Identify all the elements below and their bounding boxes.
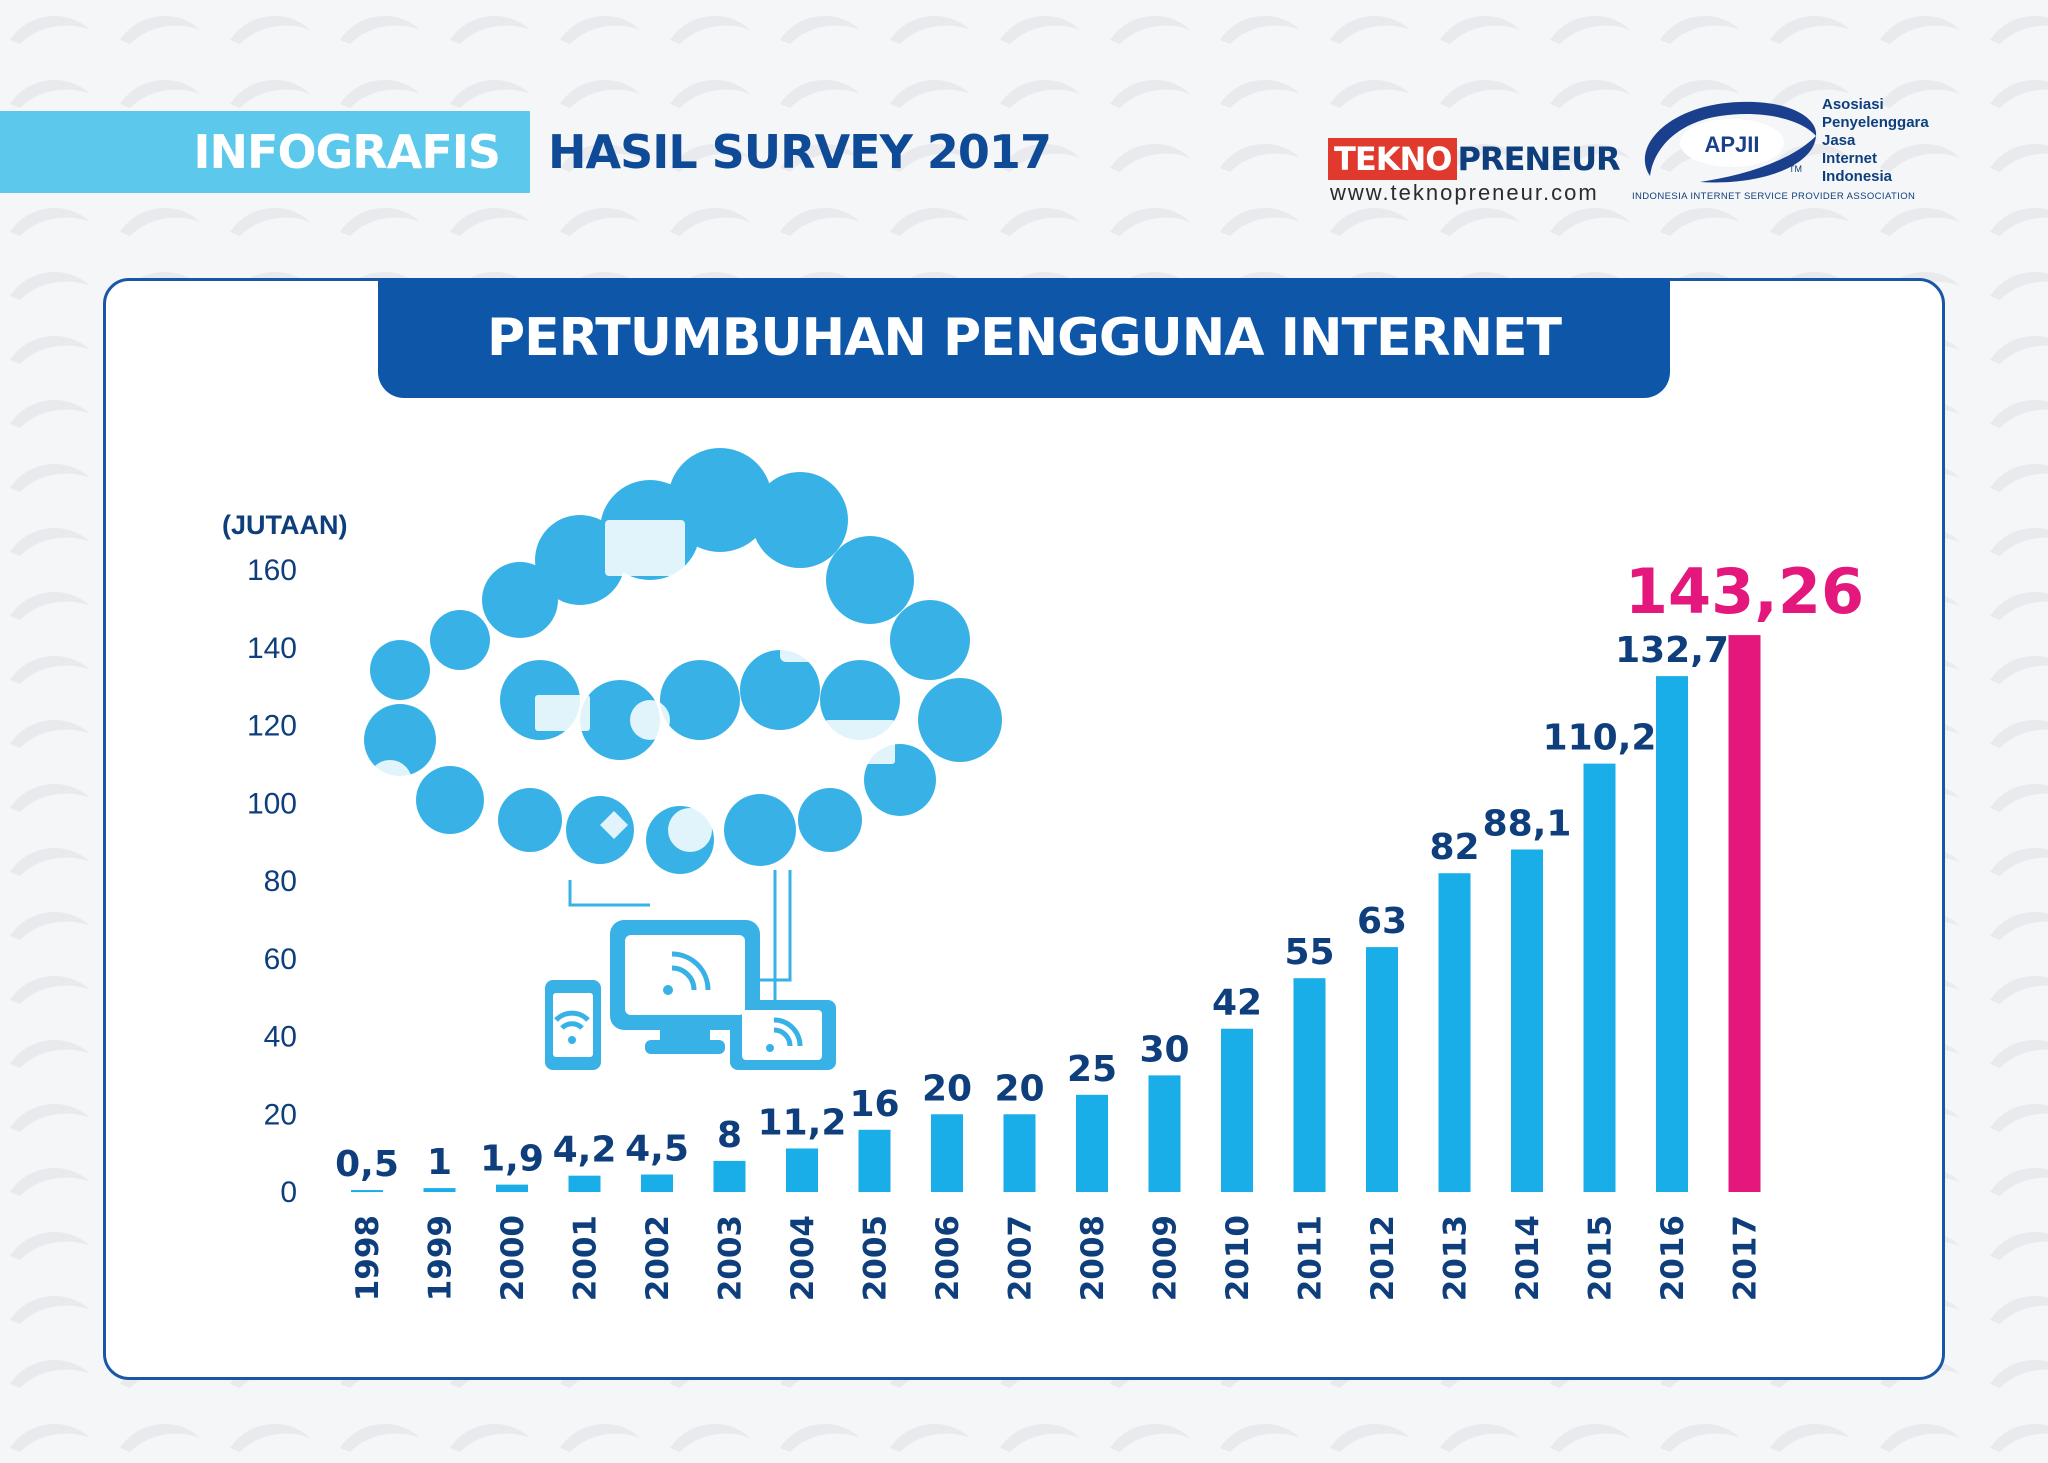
bar-2014	[1511, 849, 1543, 1192]
y-tick-label: 120	[247, 710, 297, 743]
x-tick-label: 2008	[1075, 1215, 1111, 1301]
x-tick-label: 2006	[930, 1215, 966, 1301]
x-tick-label: 2005	[858, 1215, 894, 1301]
x-tick-label: 2016	[1655, 1215, 1691, 1301]
bar-2009	[1148, 1075, 1181, 1192]
x-tick-label: 2002	[640, 1215, 676, 1301]
bar-2017	[1728, 635, 1761, 1192]
data-label-2016: 132,7	[1615, 630, 1729, 671]
data-label-2001: 4,2	[553, 1130, 617, 1171]
apjii-trademark: TM	[1789, 164, 1802, 174]
bar-2006	[931, 1114, 963, 1192]
teknopreneur-logo: TEKNO PRENEUR	[1328, 138, 1621, 180]
data-label-2015: 110,2	[1543, 718, 1657, 759]
data-label-2014: 88,1	[1483, 804, 1572, 845]
x-tick-label: 1998	[350, 1215, 386, 1301]
y-tick-label: 60	[264, 943, 297, 976]
apjii-badge: APJII	[1704, 132, 1759, 157]
x-tick-label: 2007	[1003, 1215, 1039, 1301]
x-tick-label: 2000	[495, 1215, 531, 1301]
data-label-2007: 20	[994, 1068, 1044, 1109]
data-label-2008: 25	[1067, 1049, 1117, 1090]
y-tick-label: 160	[247, 554, 297, 587]
apjii-line: Jasa	[1822, 132, 1856, 149]
bar-2013	[1438, 873, 1471, 1192]
data-label-2003: 8	[717, 1115, 742, 1156]
bar-1998	[351, 1190, 383, 1193]
x-tick-label: 2011	[1293, 1215, 1329, 1301]
data-label-2009: 30	[1139, 1029, 1189, 1070]
y-tick-label: 100	[247, 787, 297, 820]
bar-2016	[1656, 676, 1688, 1192]
apjii-line: Penyelenggara	[1822, 114, 1929, 131]
infografis-banner: INFOGRAFIS	[0, 111, 530, 193]
y-axis-unit-label: (JUTAAN)	[222, 510, 348, 540]
data-label-2002: 4,5	[625, 1129, 689, 1170]
x-tick-label: 2012	[1365, 1215, 1401, 1301]
x-tick-label: 1999	[423, 1215, 459, 1301]
infografis-label: INFOGRAFIS	[193, 125, 501, 179]
bar-2001	[568, 1175, 601, 1192]
y-tick-label: 80	[264, 865, 297, 898]
bar-2008	[1076, 1094, 1108, 1192]
x-tick-label: 2013	[1438, 1215, 1474, 1301]
x-tick-label: 2001	[568, 1215, 604, 1301]
bar-2002	[641, 1174, 673, 1192]
x-tick-label: 2009	[1148, 1215, 1184, 1301]
x-tick-label: 2004	[785, 1215, 821, 1301]
data-label-2000: 1,9	[480, 1139, 544, 1180]
data-label-2017: 143,26	[1625, 555, 1864, 628]
bar-2005	[858, 1129, 891, 1192]
apjii-logo-icon: APJII	[1644, 101, 1817, 183]
preneur-logo-part: PRENEUR	[1457, 140, 1620, 178]
x-tick-label: 2017	[1728, 1215, 1764, 1301]
x-tick-label: 2010	[1220, 1215, 1256, 1301]
bar-2007	[1003, 1114, 1036, 1192]
chart-title: PERTUMBUHAN PENGGUNA INTERNET	[378, 278, 1670, 398]
bar-2012	[1366, 947, 1398, 1192]
apjii-line: Indonesia	[1822, 168, 1893, 185]
data-label-2012: 63	[1357, 901, 1407, 942]
x-tick-label: 2003	[713, 1215, 749, 1301]
y-tick-label: 20	[264, 1098, 297, 1131]
bar-2003	[713, 1160, 746, 1192]
y-tick-label: 140	[247, 632, 297, 665]
data-label-1998: 0,5	[335, 1144, 399, 1185]
survey-title: HASIL SURVEY 2017	[548, 125, 1052, 179]
apjii-line: Internet	[1822, 150, 1878, 167]
tekno-logo-part: TEKNO	[1328, 138, 1458, 180]
bar-2011	[1293, 978, 1326, 1192]
bar-2010	[1221, 1028, 1253, 1192]
data-label-1999: 1	[427, 1142, 452, 1183]
bar-2015	[1583, 763, 1616, 1192]
bar-1999	[423, 1188, 456, 1192]
data-label-2005: 16	[849, 1084, 899, 1125]
data-label-2010: 42	[1212, 983, 1262, 1024]
apjii-name: Asosiasi Penyelenggara Jasa Internet Ind…	[1822, 96, 1929, 186]
bar-2004	[786, 1148, 818, 1192]
x-tick-label: 2015	[1583, 1215, 1619, 1301]
y-tick-label: 0	[280, 1176, 297, 1209]
chart-card	[103, 278, 1945, 1380]
y-tick-label: 40	[264, 1021, 297, 1054]
data-label-2013: 82	[1429, 827, 1479, 868]
bar-2000	[496, 1184, 528, 1192]
data-label-2006: 20	[922, 1068, 972, 1109]
teknopreneur-url: www.teknopreneur.com	[1330, 180, 1599, 205]
apjii-line: Asosiasi	[1822, 96, 1884, 113]
data-label-2004: 11,2	[758, 1102, 847, 1143]
x-tick-label: 2014	[1510, 1215, 1546, 1301]
data-label-2011: 55	[1284, 932, 1334, 973]
apjii-subtitle: INDONESIA INTERNET SERVICE PROVIDER ASSO…	[1632, 191, 1916, 202]
